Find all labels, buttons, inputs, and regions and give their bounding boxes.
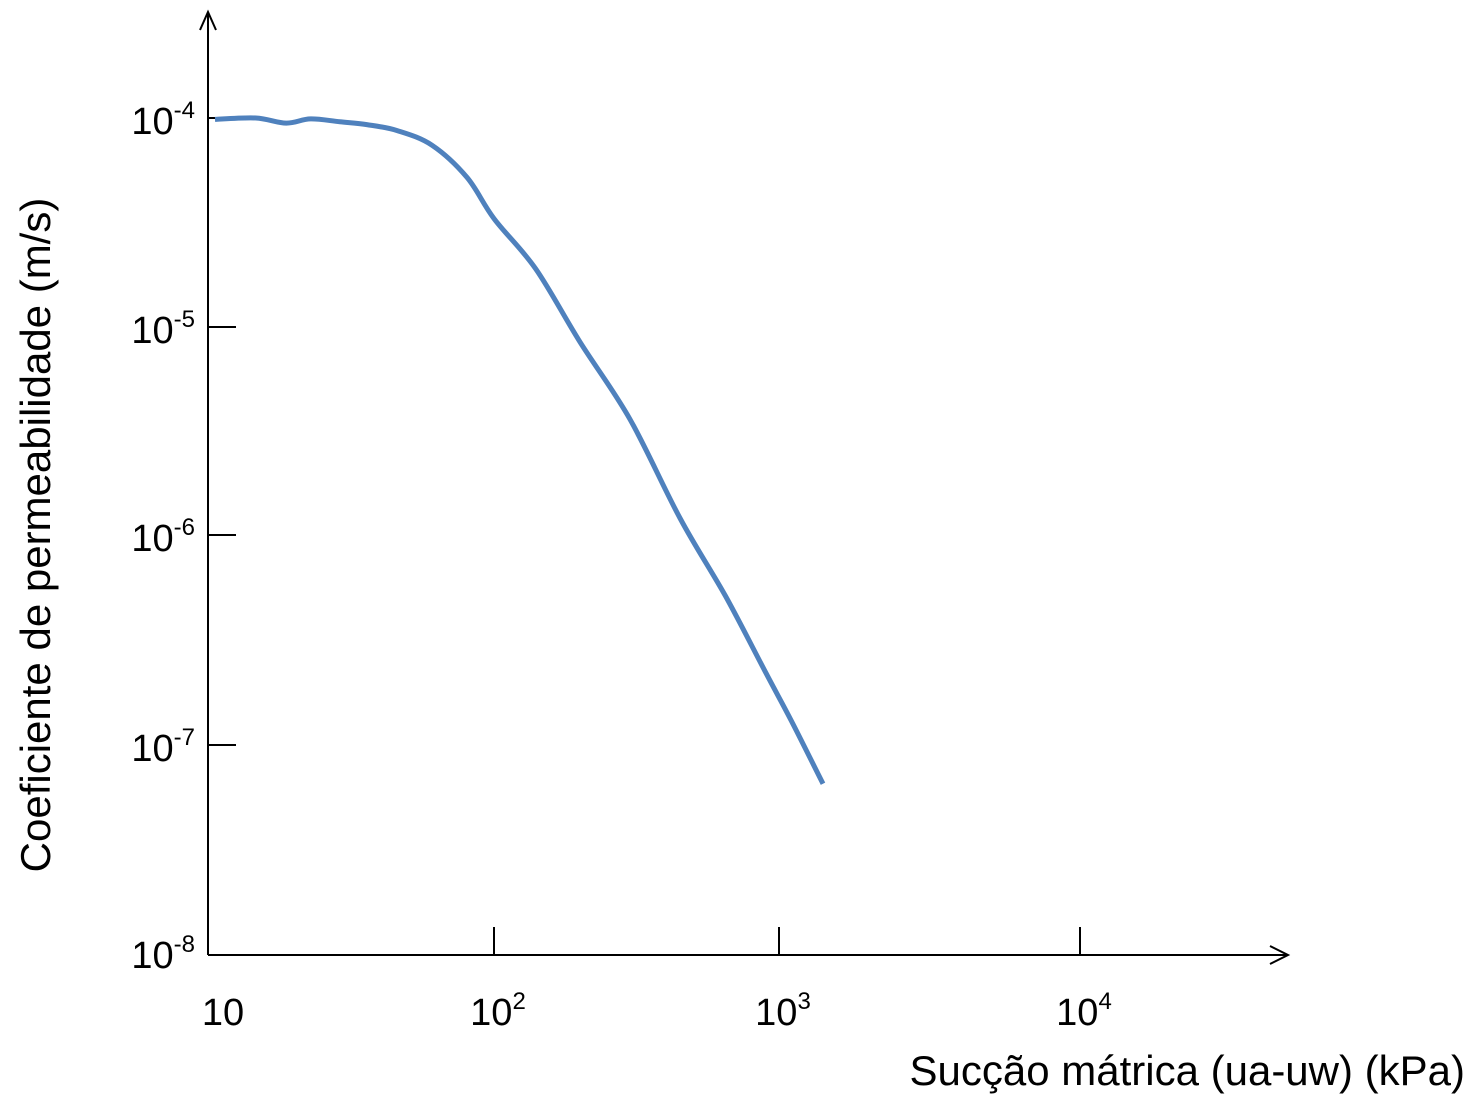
y-tick-label: 10-8 (131, 931, 195, 977)
x-tick-label: 104 (1056, 988, 1112, 1034)
y-axis-title: Coeficiente de permeabilidade (m/s) (12, 198, 59, 873)
y-ticks: 10-4 10-5 10-6 10-7 10-8 (131, 97, 236, 977)
x-tick-label: 102 (470, 988, 526, 1034)
permeability-curve (214, 115, 826, 785)
series-layer (214, 115, 826, 785)
x-axis-title: Sucção mátrica (ua-uw) (kPa) (910, 1047, 1466, 1094)
axes (199, 9, 1291, 965)
y-tick-label: 10-4 (131, 97, 195, 143)
x-axis-arrowhead (1269, 945, 1291, 965)
y-axis-arrowhead (199, 9, 217, 31)
y-tick-label: 10-5 (131, 306, 195, 352)
x-tick-label: 103 (755, 988, 811, 1034)
x-tick-label: 10 (202, 992, 244, 1034)
y-tick-label: 10-7 (131, 724, 195, 770)
x-ticks: 10 102 103 104 (202, 927, 1112, 1034)
y-tick-label: 10-6 (131, 514, 195, 560)
